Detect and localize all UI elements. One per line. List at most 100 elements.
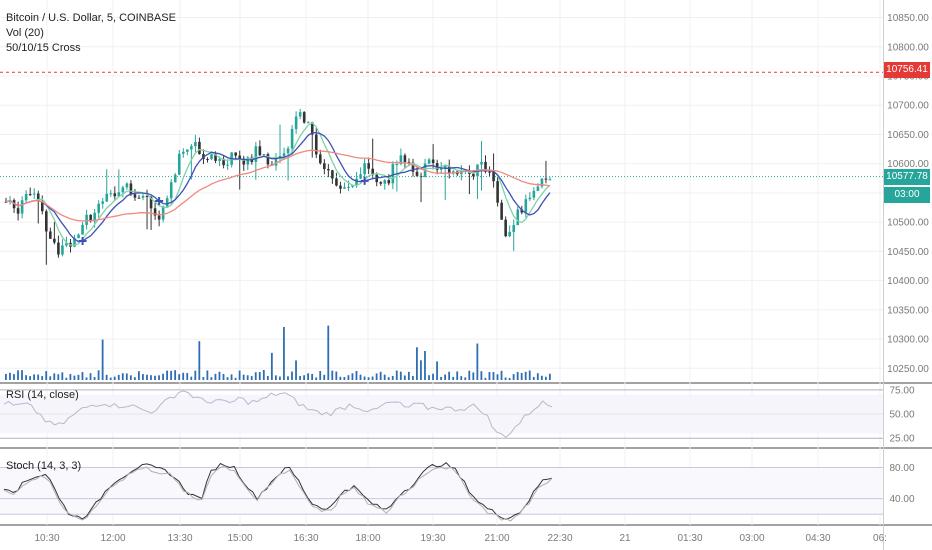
volume-bar (351, 373, 354, 380)
volume-bar (343, 377, 346, 380)
volume-bar (154, 375, 156, 380)
candle-body (206, 159, 209, 161)
candle-body (331, 170, 334, 179)
volume-bar (367, 377, 370, 380)
cross-marker (155, 197, 164, 206)
x-tick-label: 16:30 (293, 533, 318, 544)
volume-bar (303, 375, 305, 380)
volume-bar (109, 377, 112, 380)
candle-body (113, 193, 117, 197)
candle-body (492, 171, 495, 182)
volume-bar (97, 370, 100, 380)
rsi-label[interactable]: RSI (14, close) (6, 389, 79, 401)
volume-legend[interactable]: Vol (20) (6, 27, 44, 39)
candle-body (339, 185, 342, 189)
cross-marker (78, 236, 87, 245)
volume-bar (230, 374, 233, 380)
candle-body (85, 214, 88, 225)
candle-body (137, 197, 141, 199)
volume-bar (504, 377, 507, 380)
volume-bar (222, 374, 225, 380)
cross-legend[interactable]: 50/10/15 Cross (6, 42, 81, 54)
candle-body (290, 129, 294, 149)
volume-bar (5, 373, 7, 380)
candle-body (73, 238, 76, 247)
volume-bar (206, 370, 209, 380)
volume-bar (246, 375, 249, 380)
candle-body (28, 193, 32, 195)
candle-body (222, 158, 225, 166)
volume-bar (93, 377, 96, 380)
candle-body (520, 209, 524, 213)
volume-bar (113, 376, 116, 380)
candle-body (89, 214, 92, 222)
candle-body (210, 154, 213, 160)
volume-bar (323, 374, 326, 380)
stoch-label[interactable]: Stoch (14, 3, 3) (6, 460, 82, 472)
x-tick-label: 04:30 (805, 533, 830, 544)
volume-bar (190, 376, 193, 380)
candle-body (306, 122, 310, 124)
volume-bar (73, 375, 76, 380)
candle-body (431, 159, 435, 164)
volume-bar (484, 377, 487, 380)
candle-body (435, 163, 439, 170)
volume-bar (500, 370, 503, 380)
volume-bar (57, 374, 60, 380)
volume-bar (359, 374, 362, 380)
candle-body (427, 159, 431, 164)
candle-body (61, 245, 64, 255)
volume-bar (383, 374, 386, 380)
y-tick-label: 10300.00 (887, 335, 929, 346)
candle-body (198, 141, 201, 155)
candle-body (262, 154, 266, 156)
candle-body (278, 156, 282, 158)
volume-bar (81, 372, 84, 380)
candle-body (310, 122, 314, 135)
candle-body (45, 211, 48, 232)
candle-body (226, 164, 229, 166)
y-tick-label: 10600.00 (887, 159, 929, 170)
volume-bar (77, 374, 80, 380)
candle-body (101, 201, 105, 204)
volume-bar (170, 370, 173, 380)
y-tick-label: 10700.00 (887, 101, 929, 112)
volume-bar (150, 375, 152, 380)
symbol-legend[interactable]: Bitcoin / U.S. Dollar, 5, COINBASE (6, 12, 176, 24)
volume-bar (65, 377, 68, 380)
volume-bar (121, 373, 124, 380)
volume-bar (355, 371, 358, 380)
volume-bar (117, 374, 120, 380)
candle-body (125, 183, 129, 188)
candle-body (194, 141, 197, 147)
volume-bar (544, 376, 547, 380)
candle-body (355, 178, 358, 186)
candle-body (371, 168, 374, 175)
volume-bar (137, 371, 140, 380)
candle-body (323, 163, 326, 170)
candle-body (439, 167, 443, 170)
y-tick-label: 10400.00 (887, 276, 929, 287)
x-tick-label: 19:30 (420, 533, 445, 544)
volume-bar (464, 377, 467, 380)
volume-bar (49, 376, 52, 380)
candle-body (395, 164, 399, 166)
candle-body (472, 173, 475, 177)
volume-bar (311, 373, 314, 380)
volume-bar (125, 373, 128, 380)
volume-bar (279, 376, 281, 380)
ma-fast-line (5, 131, 551, 243)
volume-bar (456, 371, 459, 380)
volume-bar (440, 376, 442, 380)
volume-bar (532, 376, 535, 380)
candle-body (246, 157, 250, 165)
y-tick-label: 10350.00 (887, 305, 929, 316)
candle-body (238, 155, 242, 159)
candle-body (351, 185, 354, 187)
y-tick-label: 10250.00 (887, 364, 929, 375)
volume-bar (101, 339, 104, 380)
candle-body (399, 155, 403, 165)
volume-bar (472, 372, 475, 380)
